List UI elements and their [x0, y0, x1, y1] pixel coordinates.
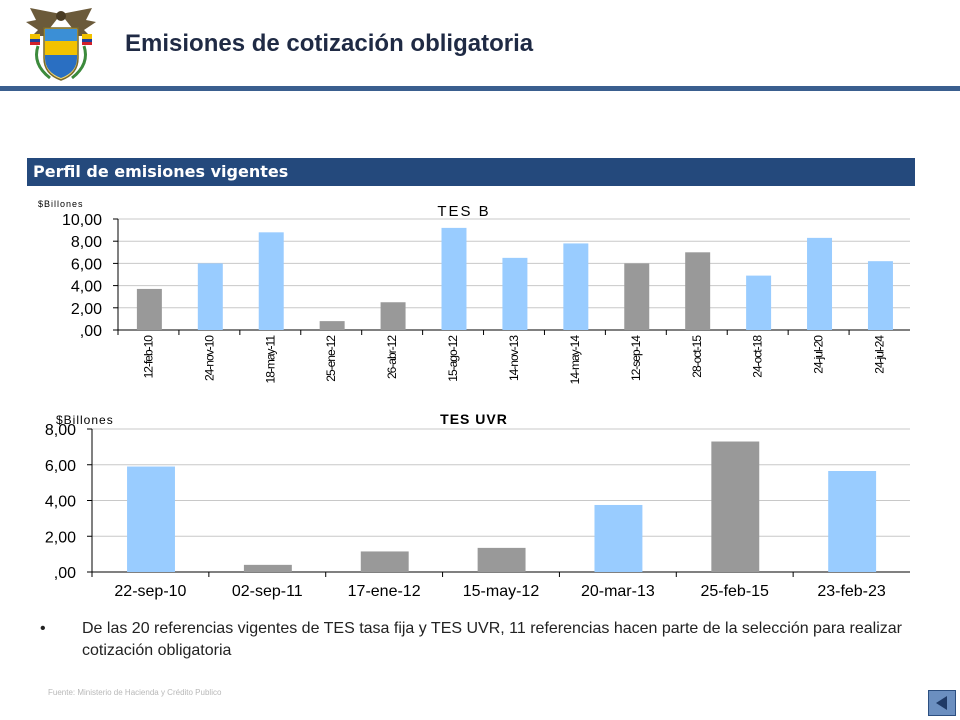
x-tick-label: 15-ago-12 [446, 335, 460, 382]
x-tick-label: 20-mar-13 [581, 583, 655, 600]
x-tick-label: 17-ene-12 [348, 583, 421, 600]
y-tick-label: 4,00 [71, 279, 102, 296]
tes-uvr-y-axis: ,00 2,00 4,00 6,00 8,00 [45, 422, 93, 582]
tes-b-bars [136, 227, 893, 330]
tes-b-y-axis: ,00 2,00 4,00 6,00 8,00 10,00 [62, 212, 119, 340]
x-tick-label: 14-nov-13 [507, 335, 521, 381]
bar [594, 504, 643, 572]
y-tick-label: 6,00 [45, 458, 76, 475]
tes-uvr-chart-title: TES UVR [440, 411, 508, 427]
bar [127, 466, 175, 572]
bar [441, 227, 467, 330]
y-tick-label: 8,00 [45, 422, 76, 439]
tes-uvr-bars [127, 441, 877, 572]
y-tick-label: 2,00 [45, 529, 76, 546]
header-divider [0, 86, 960, 91]
page-title: Emisiones de cotización obligatoria [125, 30, 534, 57]
bar [685, 252, 711, 330]
section-header: Perfil de emisiones vigentes [27, 158, 915, 186]
y-tick-label: ,00 [80, 323, 102, 340]
x-tick-label: 24-oct-18 [751, 335, 765, 378]
x-tick-label: 23-feb-23 [817, 583, 886, 600]
x-tick-label: 12-sep-14 [629, 335, 643, 381]
x-tick-label: 28-oct-15 [690, 335, 704, 378]
bar [243, 564, 292, 572]
coat-of-arms-logo [20, 6, 102, 84]
bar [624, 263, 650, 330]
x-tick-label: 02-sep-11 [232, 583, 303, 600]
tes-uvr-chart: ,00 2,00 4,00 6,00 8,00 22-sep-10 02-sep-11 17… [45, 411, 910, 600]
y-tick-label: 8,00 [71, 234, 102, 251]
tes-b-chart: ,00 2,00 4,00 6,00 8,00 10,00 12-feb-10 24-nov… [38, 199, 910, 385]
bullet-dot: • [40, 620, 46, 637]
bar [711, 441, 760, 572]
bar [258, 232, 284, 330]
y-tick-label: ,00 [54, 565, 76, 582]
bar [563, 243, 589, 330]
x-tick-label: 24-nov-10 [202, 335, 216, 381]
tes-b-chart-title: TES B [437, 203, 490, 220]
y-tick-label: 10,00 [62, 212, 102, 229]
tes-b-y-axis-label: $Billones [38, 199, 84, 209]
x-tick-label: 14-may-14 [568, 335, 582, 385]
x-tick-label: 25-feb-15 [700, 583, 769, 600]
tes-uvr-y-axis-label: $Billones [56, 413, 114, 427]
bar [136, 288, 162, 330]
tes-uvr-x-axis: 22-sep-10 02-sep-11 17-ene-12 15-may-12 20-m… [91, 572, 886, 600]
source-note: Fuente: Ministerio de Hacienda y Crédito… [48, 688, 222, 697]
x-tick-label: 24-jul-20 [812, 335, 826, 374]
bar [360, 551, 409, 572]
x-tick-label: 24-jul-24 [873, 335, 887, 374]
x-tick-label: 26-abr-12 [385, 335, 399, 379]
bar [502, 257, 528, 330]
x-tick-label: 18-may-11 [263, 335, 277, 384]
bar [319, 321, 345, 330]
x-tick-label: 15-may-12 [463, 583, 540, 600]
bar [867, 261, 893, 330]
left-arrow-icon [936, 696, 947, 710]
x-tick-label: 22-sep-10 [114, 583, 186, 600]
bar [807, 237, 833, 330]
y-tick-label: 4,00 [45, 494, 76, 511]
y-tick-label: 2,00 [71, 301, 102, 318]
bar [477, 547, 526, 572]
bar [746, 275, 772, 330]
x-tick-label: 12-feb-10 [141, 335, 155, 379]
bullet-text: De las 20 referencias vigentes de TES ta… [82, 620, 902, 659]
coat-of-arms-icon [26, 8, 96, 81]
bar [197, 263, 223, 330]
tes-b-x-axis: 12-feb-10 24-nov-10 18-may-11 25-ene-12 26-a… [117, 330, 887, 385]
y-tick-label: 6,00 [71, 256, 102, 273]
nav-button[interactable] [928, 690, 956, 716]
bar [380, 302, 406, 330]
x-tick-label: 25-ene-12 [324, 335, 338, 382]
bar [828, 471, 877, 572]
